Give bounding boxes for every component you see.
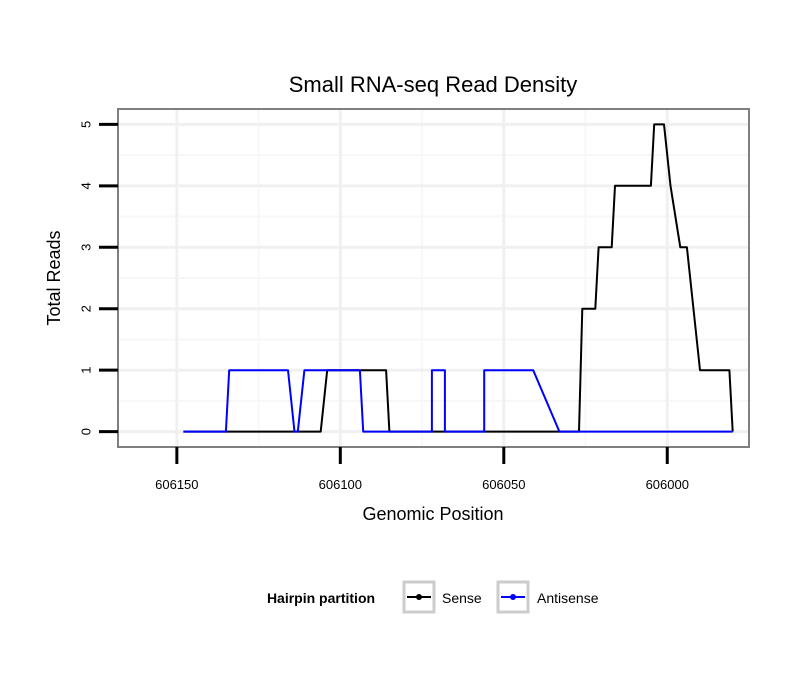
- y-tick-label: 5: [78, 121, 93, 128]
- legend-key-antisense-dot: [510, 594, 516, 600]
- y-tick-label: 0: [78, 428, 93, 435]
- x-tick-label: 606100: [319, 477, 362, 492]
- legend-title: Hairpin partition: [267, 590, 375, 606]
- series-line-sense: [183, 123, 734, 433]
- x-axis: 606150 606100 606050 606000: [155, 447, 689, 492]
- y-tick-label: 1: [78, 367, 93, 374]
- x-tick-label: 606150: [155, 477, 198, 492]
- legend-label-sense: Sense: [442, 590, 482, 606]
- x-tick-label: 606050: [482, 477, 525, 492]
- series-line-antisense: [183, 369, 733, 433]
- y-axis-title: Total Reads: [44, 230, 64, 325]
- y-axis: 0 1 2 3 4 5: [78, 121, 118, 435]
- legend-key-sense-dot: [416, 594, 422, 600]
- chart-title: Small RNA-seq Read Density: [289, 72, 578, 97]
- legend: Hairpin partition Sense Antisense: [267, 580, 599, 614]
- y-tick-label: 3: [78, 244, 93, 251]
- legend-label-antisense: Antisense: [537, 590, 599, 606]
- y-tick-label: 4: [78, 182, 93, 189]
- grid-lines: [118, 109, 749, 447]
- plot-panel: [117, 108, 750, 448]
- x-axis-title: Genomic Position: [362, 504, 503, 524]
- y-tick-label: 2: [78, 305, 93, 312]
- x-tick-label: 606000: [646, 477, 689, 492]
- series-lines: [183, 123, 734, 433]
